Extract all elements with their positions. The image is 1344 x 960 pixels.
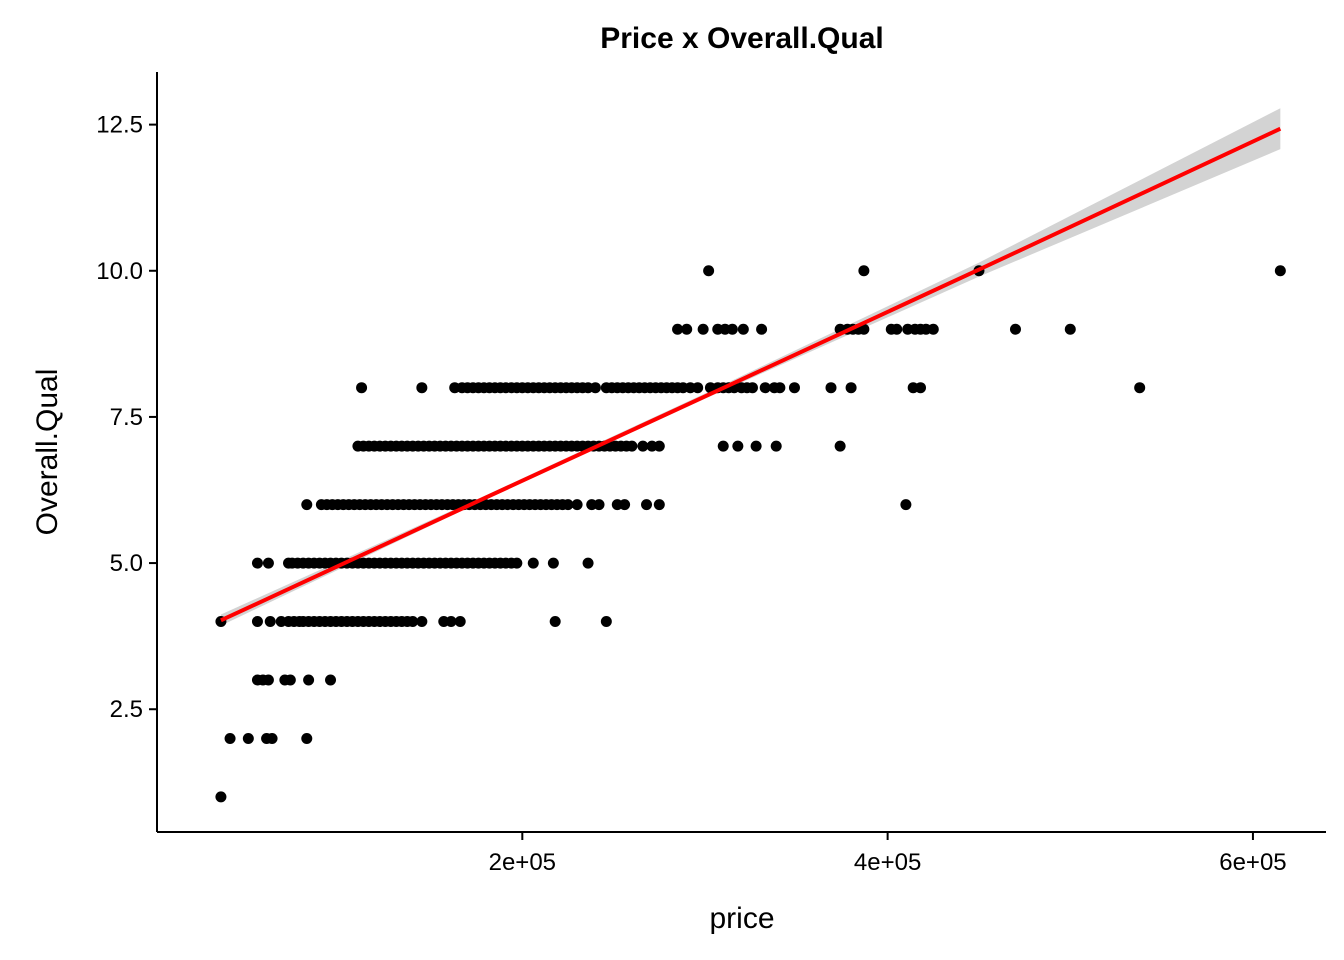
- data-point: [407, 616, 419, 628]
- y-axis-ticks: 2.5 5.0 7.5 10.0 12.5: [96, 112, 157, 723]
- data-point: [547, 557, 559, 569]
- data-point: [416, 616, 428, 628]
- y-axis-title: Overall.Qual: [31, 369, 64, 536]
- y-tick-label: 5.0: [110, 550, 143, 577]
- data-point: [1134, 382, 1146, 394]
- data-point: [653, 440, 665, 452]
- data-point: [600, 616, 612, 628]
- data-point: [224, 732, 236, 744]
- data-point: [416, 382, 428, 394]
- data-point: [242, 732, 254, 744]
- data-point: [562, 499, 574, 511]
- chart-title: Price x Overall.Qual: [600, 22, 884, 55]
- data-point: [301, 732, 313, 744]
- data-point: [303, 674, 315, 686]
- data-point: [284, 674, 296, 686]
- data-point: [703, 265, 715, 277]
- data-point: [593, 499, 605, 511]
- data-point: [717, 440, 729, 452]
- data-point: [262, 557, 274, 569]
- y-tick-label: 7.5: [110, 404, 143, 431]
- data-point: [900, 499, 912, 511]
- data-point: [266, 732, 278, 744]
- data-point: [845, 382, 857, 394]
- data-point: [726, 323, 738, 335]
- data-point: [1009, 323, 1021, 335]
- data-point: [356, 382, 368, 394]
- data-point: [527, 557, 539, 569]
- x-axis-ticks: 2e+05 4e+05 6e+05: [489, 832, 1287, 876]
- data-point: [756, 323, 768, 335]
- y-tick-label: 2.5: [110, 696, 143, 723]
- data-point: [637, 440, 649, 452]
- data-point: [215, 791, 227, 803]
- data-point: [737, 323, 749, 335]
- data-point: [445, 616, 457, 628]
- data-point: [697, 323, 709, 335]
- data-point: [891, 323, 903, 335]
- data-point: [251, 557, 263, 569]
- data-point: [251, 616, 263, 628]
- data-point: [549, 616, 561, 628]
- data-point: [301, 499, 313, 511]
- regression-line-path: [220, 126, 1282, 623]
- data-point: [1274, 265, 1286, 277]
- data-point: [641, 499, 653, 511]
- data-point: [511, 557, 523, 569]
- data-point: [858, 323, 870, 335]
- x-tick-label: 2e+05: [489, 849, 556, 876]
- data-point: [750, 440, 762, 452]
- data-point: [619, 499, 631, 511]
- data-point: [746, 382, 758, 394]
- x-tick-label: 4e+05: [854, 849, 921, 876]
- data-point: [732, 440, 744, 452]
- data-point: [788, 382, 800, 394]
- data-point: [589, 382, 601, 394]
- x-tick-label: 6e+05: [1219, 849, 1286, 876]
- data-point: [264, 616, 276, 628]
- data-point: [454, 616, 466, 628]
- data-point: [582, 557, 594, 569]
- data-point: [759, 382, 771, 394]
- y-tick-label: 10.0: [96, 258, 143, 285]
- data-point: [672, 323, 684, 335]
- data-point: [325, 674, 337, 686]
- data-point: [626, 440, 638, 452]
- data-point: [571, 499, 583, 511]
- data-point: [834, 440, 846, 452]
- data-points: [215, 265, 1286, 803]
- y-tick-label: 12.5: [96, 112, 143, 139]
- data-point: [262, 674, 274, 686]
- data-point: [692, 382, 704, 394]
- data-point: [681, 323, 693, 335]
- data-point: [825, 382, 837, 394]
- data-point: [774, 382, 786, 394]
- x-axis-title: price: [709, 902, 774, 935]
- data-point: [915, 382, 927, 394]
- data-point: [858, 265, 870, 277]
- data-point: [770, 440, 782, 452]
- data-point: [653, 499, 665, 511]
- regression-line: [220, 126, 1282, 623]
- data-point: [1064, 323, 1076, 335]
- data-point: [927, 323, 939, 335]
